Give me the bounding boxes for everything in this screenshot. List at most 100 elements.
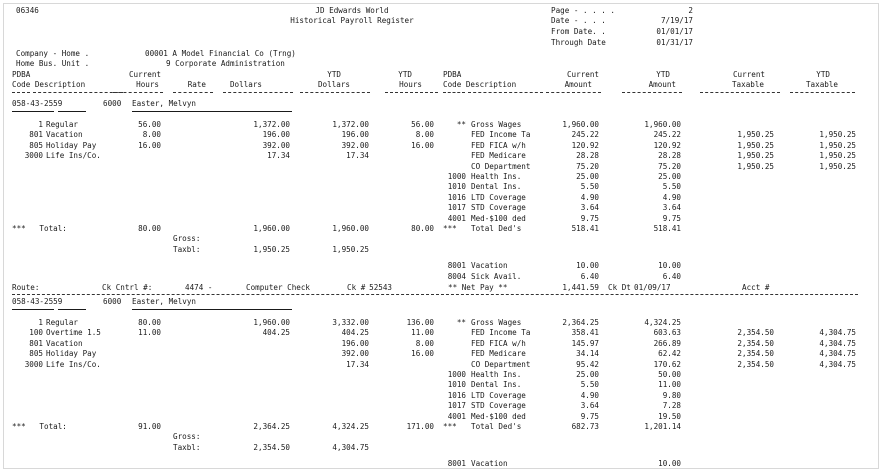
- deduction-ytd: 245.22: [653, 130, 681, 140]
- total-ytd-hours: 171.00: [406, 422, 434, 431]
- earning-dollars: 404.25: [262, 328, 290, 338]
- deduction-description: Gross Wages: [471, 120, 522, 129]
- deduction-ytd: 603.63: [653, 328, 681, 338]
- employee-underline: [12, 111, 54, 112]
- deduction-ytd: 1,960.00: [644, 120, 681, 129]
- deduction-ytd: 19.50: [658, 411, 681, 421]
- deduction-code: **: [456, 120, 466, 129]
- earning-ytd-dollars: 3,332.00: [332, 318, 369, 327]
- col-code-description: Code Description: [12, 80, 86, 89]
- deduction-amount: 3.64: [580, 401, 599, 411]
- earning-dollars: 196.00: [262, 130, 290, 140]
- report-title: Historical Payroll Register: [290, 16, 414, 25]
- account-label: Acct #: [742, 283, 770, 292]
- deduction-amount: 145.97: [571, 338, 599, 348]
- col-ytd-taxable: Taxable: [805, 80, 838, 89]
- heading-underline: [385, 92, 438, 93]
- earning-code: 3000: [24, 151, 43, 161]
- deduction-description: FED Income Ta: [471, 130, 531, 140]
- deduction-description: FED Income Ta: [471, 328, 531, 338]
- accrual-ytd: 10.00: [658, 261, 681, 271]
- deduction-ytd: 9.75: [662, 213, 681, 223]
- deduction-amount: 34.14: [576, 349, 599, 359]
- deduction-description: FED Medicare: [471, 151, 526, 161]
- report-id: 06346: [16, 6, 39, 15]
- check-date-label: Ck Dt: [608, 283, 631, 292]
- earning-ytd-hours: 56.00: [411, 120, 434, 129]
- deduction-ytd: 4.90: [662, 192, 681, 202]
- taxable-dollars: 1,950.25: [253, 244, 290, 254]
- accrual-description: Vacation: [471, 261, 508, 271]
- deduction-amount: 4.90: [580, 192, 599, 202]
- col-pdba-2: PDBA: [443, 70, 462, 79]
- check-control-number: 4474 -: [185, 283, 213, 292]
- heading-underline: [12, 92, 30, 93]
- col-hours: Hours: [136, 80, 159, 89]
- deduction-current-taxable: 1,950.25: [737, 161, 774, 171]
- total-deductions-code: ***: [443, 422, 457, 431]
- taxable-label: Taxbl:: [173, 442, 201, 452]
- accrual-amount: 6.40: [580, 271, 599, 281]
- company-value: 00001 A Model Financial Co (Trng): [145, 49, 296, 58]
- employee-underline: [12, 309, 54, 310]
- accrual-code: 8001: [447, 261, 466, 271]
- deduction-description: Dental Ins.: [471, 182, 522, 192]
- col-ytd-taxable-top: YTD: [816, 70, 830, 79]
- deduction-ytd: 170.62: [653, 359, 681, 369]
- business-unit-value: 9 Corporate Administration: [166, 59, 285, 68]
- deduction-amount: 2,364.25: [562, 318, 599, 327]
- accrual-ytd: 10.00: [658, 459, 681, 469]
- deduction-code: 1000: [447, 172, 466, 181]
- earning-description: Holiday Pay: [46, 140, 97, 150]
- deduction-ytd: 62.42: [658, 349, 681, 359]
- employee-underline: [58, 309, 86, 310]
- deduction-code: 1010: [447, 380, 466, 390]
- total-deductions-label: Total Ded's: [471, 422, 522, 431]
- deduction-ytd: 9.80: [662, 390, 681, 400]
- deduction-ytd: 11.00: [658, 380, 681, 390]
- earning-ytd-hours: 136.00: [406, 318, 434, 327]
- total-label: *** Total:: [12, 422, 67, 431]
- deduction-code: **: [456, 318, 466, 327]
- company-name: JD Edwards World: [315, 6, 389, 15]
- employee-underline: [58, 111, 86, 112]
- deduction-code: 1016: [447, 192, 466, 202]
- earning-dollars: 1,960.00: [253, 318, 290, 327]
- earning-code: 805: [29, 349, 43, 359]
- accrual-code: 8004: [447, 271, 466, 281]
- check-number: 52543: [369, 283, 392, 292]
- deduction-description: Med-$100 ded: [471, 411, 526, 421]
- deduction-amount: 120.92: [571, 140, 599, 150]
- deduction-ytd: 75.20: [658, 161, 681, 171]
- company-label: Company - Home .: [16, 49, 90, 58]
- total-ytd-dollars: 4,324.25: [332, 422, 369, 431]
- deduction-description: FED Medicare: [471, 349, 526, 359]
- heading-underline: [443, 92, 465, 93]
- deduction-code: 1010: [447, 182, 466, 192]
- from-date-label: From Date. .: [551, 27, 606, 36]
- route-label: Route:: [12, 283, 40, 292]
- from-date: 01/01/17: [656, 27, 693, 36]
- earning-ytd-dollars: 404.25: [341, 328, 369, 338]
- deduction-description: CO Department: [471, 359, 531, 369]
- deduction-code: 1000: [447, 370, 466, 379]
- deduction-current-taxable: 2,354.50: [737, 349, 774, 359]
- earning-ytd-dollars: 392.00: [341, 349, 369, 359]
- col-ytd-dollars-top: YTD: [327, 70, 341, 79]
- date-label: Date - . . .: [551, 16, 606, 25]
- deduction-amount: 9.75: [580, 213, 599, 223]
- deduction-description: LTD Coverage: [471, 390, 526, 400]
- deduction-amount: 245.22: [571, 130, 599, 140]
- deduction-ytd: 7.28: [662, 401, 681, 411]
- earning-code: 100: [29, 328, 43, 338]
- employee-underline: [132, 309, 292, 310]
- heading-underline: [33, 92, 123, 93]
- accrual-amount: 10.00: [576, 261, 599, 271]
- earning-ytd-dollars: 196.00: [341, 338, 369, 348]
- deduction-current-taxable: 2,354.50: [737, 338, 774, 348]
- deduction-ytd-taxable: 4,304.75: [819, 349, 856, 359]
- taxable-dollars: 2,354.50: [253, 442, 290, 452]
- gross-label: Gross:: [173, 432, 201, 442]
- deduction-description: LTD Coverage: [471, 192, 526, 202]
- col-rate: Rate: [187, 80, 206, 89]
